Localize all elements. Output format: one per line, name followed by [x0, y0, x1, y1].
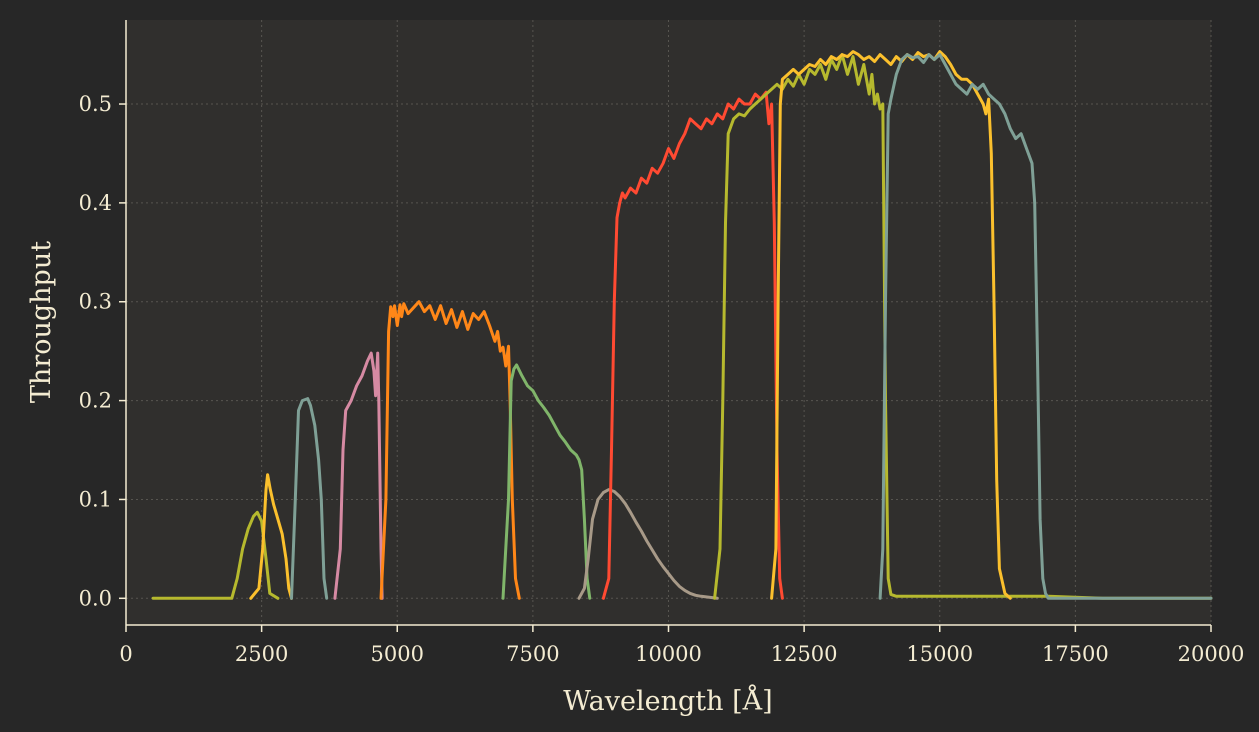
x-tick-label: 5000: [371, 642, 424, 666]
series-line-6: [501, 363, 592, 600]
x-tick-label: 0: [119, 642, 132, 666]
x-tick-label: 7500: [506, 642, 559, 666]
series-line-3: [290, 397, 329, 600]
y-ticks: 0.0 0.1 0.2 0.3 0.4 0.5: [79, 92, 126, 610]
series-lines: [151, 50, 1213, 600]
y-tick-label: 0.0: [79, 586, 112, 610]
y-tick-label: 0.1: [79, 487, 112, 511]
x-tick-label: 2500: [235, 642, 288, 666]
y-axis-label: Throughput: [26, 241, 57, 403]
y-tick-label: 0.4: [79, 191, 112, 215]
y-tick-label: 0.3: [79, 290, 112, 314]
grid-lines: [126, 20, 1212, 625]
series-line-11: [878, 53, 1213, 600]
series-line-9: [713, 53, 1213, 600]
series-line-10: [770, 50, 1012, 600]
x-tick-label: 20000: [1178, 642, 1245, 666]
series-line-4: [333, 351, 384, 600]
series-line-5: [379, 300, 521, 600]
x-tick-label: 10000: [635, 642, 702, 666]
x-tick-label: 12500: [771, 642, 838, 666]
y-tick-label: 0.2: [79, 389, 112, 413]
series-line-1: [151, 510, 280, 600]
x-ticks: 0 2500 5000 7500 10000 12500 15000 17500 20000: [119, 625, 1244, 666]
series-line-7: [577, 488, 719, 600]
x-tick-label: 17500: [1042, 642, 1109, 666]
x-tick-label: 15000: [906, 642, 973, 666]
x-axis-label: Wavelength [Å]: [563, 684, 772, 717]
series-line-2: [249, 473, 293, 600]
y-tick-label: 0.5: [79, 92, 112, 116]
